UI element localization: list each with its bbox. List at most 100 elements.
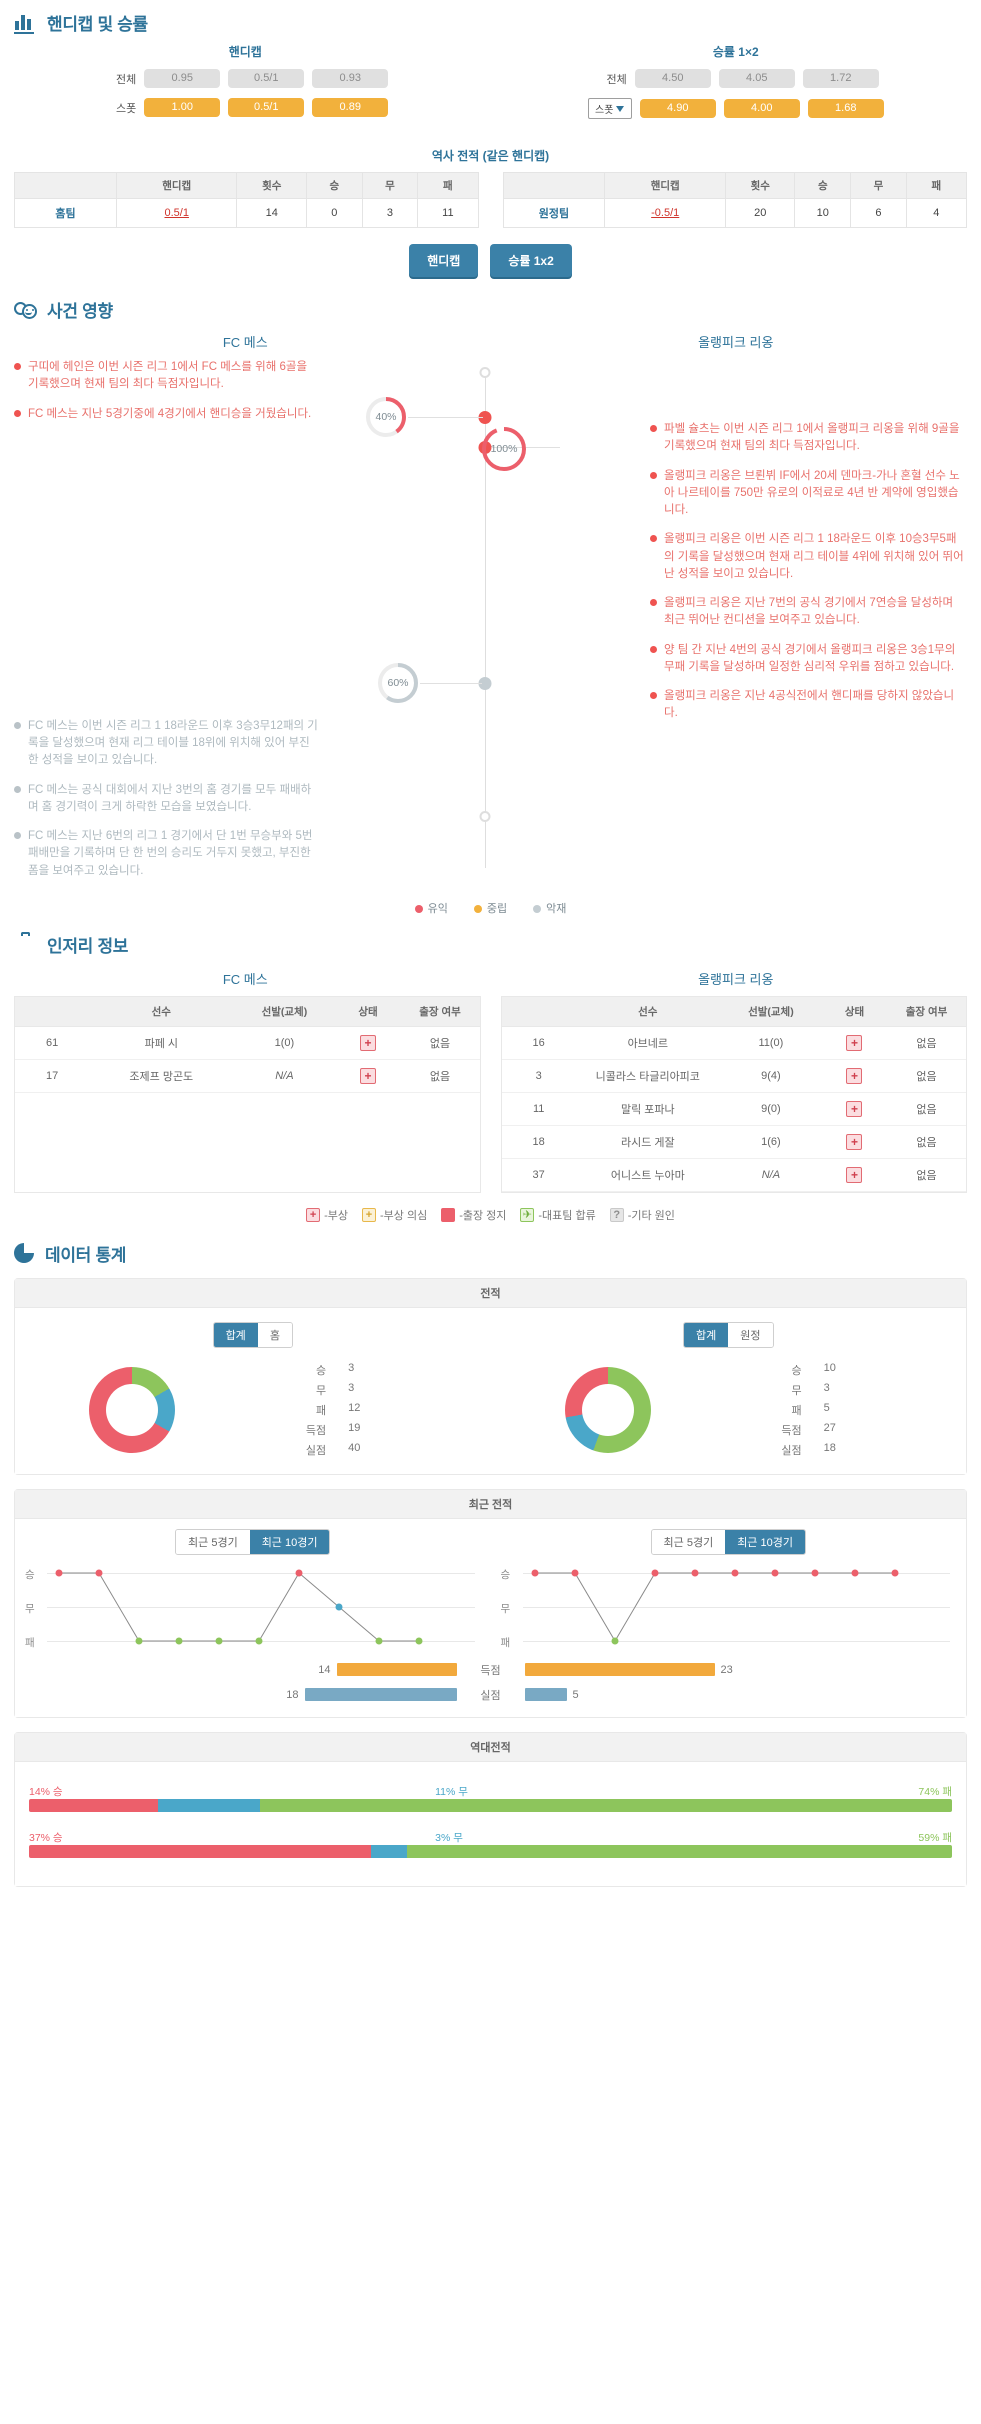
injury-icon: + bbox=[306, 1207, 321, 1222]
odds-cell[interactable]: 4.90 bbox=[639, 99, 716, 118]
h2h-loss-segment bbox=[407, 1844, 952, 1858]
h2h-loss-label: 59% 패 bbox=[918, 1831, 952, 1844]
handicap-value[interactable]: -0.5/1 bbox=[604, 198, 726, 228]
goals-bar-row: 14 득점 23 bbox=[15, 1662, 966, 1678]
y-label-draw: 무 bbox=[500, 1602, 511, 1615]
bookmaker-select[interactable]: 스폿 bbox=[587, 98, 632, 119]
table-header-row: 선수 선발(교체) 상태 출장 여부 bbox=[15, 996, 480, 1027]
odds-cell[interactable]: 0.5/1 bbox=[228, 98, 305, 117]
legend-label: 중립 bbox=[486, 902, 508, 915]
odds-cell[interactable]: 4.50 bbox=[634, 69, 711, 88]
h2h-win-segment bbox=[29, 1844, 371, 1858]
h2h-win-segment bbox=[29, 1798, 159, 1812]
event-body: 구띠에 헤인은 이번 시즌 리그 1에서 FC 메스를 위해 6골을 기록했으며… bbox=[0, 359, 981, 892]
bullet-dot-icon bbox=[14, 363, 21, 370]
stat-row-goals: 득점 19 bbox=[296, 1420, 416, 1440]
chevron-down-icon bbox=[616, 105, 625, 112]
filler-cell bbox=[15, 1092, 480, 1120]
draw-value: 3 bbox=[361, 198, 419, 228]
player-status: + bbox=[821, 1059, 887, 1093]
timeline-node-bottom bbox=[479, 811, 491, 822]
player-apps: N/A bbox=[233, 1059, 336, 1093]
win-value: 10 bbox=[794, 198, 852, 228]
player-available: 없음 bbox=[887, 1092, 966, 1126]
h2h-win-label: 37% 승 bbox=[29, 1831, 63, 1844]
odds-cell[interactable]: 1.00 bbox=[144, 98, 221, 117]
toggle-total[interactable]: 합계 bbox=[684, 1322, 729, 1347]
player-apps: 9(0) bbox=[719, 1092, 822, 1126]
player-available: 없음 bbox=[887, 1059, 966, 1093]
odds-cell[interactable]: 0.93 bbox=[312, 69, 389, 88]
injury-section-title: 인저리 정보 bbox=[47, 936, 129, 956]
stats-section-title: 데이터 통계 bbox=[45, 1245, 127, 1265]
away-recent-toggle[interactable]: 최근 5경기 최근 10경기 bbox=[650, 1528, 806, 1555]
toggle-home[interactable]: 홈 bbox=[257, 1322, 292, 1347]
h2h-draw-label: 11% 무 bbox=[435, 1785, 468, 1798]
gridline-draw bbox=[47, 1606, 475, 1608]
table-row: 61 파페 시 1(0) + 없음 bbox=[15, 1026, 480, 1060]
odds-cell[interactable]: 4.00 bbox=[723, 99, 800, 118]
stat-value: 12 bbox=[348, 1401, 361, 1414]
odds-cell[interactable]: 1.72 bbox=[802, 69, 879, 88]
form-point bbox=[215, 1637, 223, 1645]
legend-item-injury: + -부상 bbox=[306, 1207, 348, 1223]
home-conceded-value: 18 bbox=[286, 1688, 299, 1701]
home-record-toggle[interactable]: 합계 홈 bbox=[212, 1321, 293, 1348]
toggle-last5[interactable]: 최근 5경기 bbox=[176, 1529, 250, 1554]
away-goals-bar-wrap: 23 bbox=[524, 1663, 825, 1677]
injury-away-table: 선수 선발(교체) 상태 출장 여부 16 아브네르 11(0) + 없음 3 … bbox=[501, 996, 966, 1192]
form-point bbox=[691, 1569, 698, 1577]
toggle-last10[interactable]: 최근 10경기 bbox=[249, 1529, 330, 1554]
handicap-button[interactable]: 핸디캡 bbox=[409, 244, 479, 277]
form-point bbox=[415, 1637, 423, 1645]
legend-label: -부상 의심 bbox=[379, 1209, 428, 1222]
bullet-text: 양 팀 간 지난 4번의 공식 경기에서 올랭피크 리옹은 3승1무의 무패 기… bbox=[664, 643, 956, 673]
suspected-injury-icon: + bbox=[361, 1207, 376, 1222]
timeline-node-red-1 bbox=[478, 411, 492, 424]
player-number: 17 bbox=[15, 1059, 90, 1093]
home-bottom-influence-percent: 60% bbox=[387, 677, 409, 689]
y-label-win: 승 bbox=[500, 1568, 511, 1581]
stat-label: 패 bbox=[316, 1404, 327, 1417]
recent-toggles-row: 최근 5경기 최근 10경기 최근 5경기 최근 10경기 bbox=[15, 1528, 966, 1555]
home-recent-toggle[interactable]: 최근 5경기 최근 10경기 bbox=[175, 1528, 331, 1555]
toggle-total[interactable]: 합계 bbox=[213, 1322, 258, 1347]
toggle-last10[interactable]: 최근 10경기 bbox=[725, 1529, 805, 1554]
injury-badge-icon: + bbox=[846, 1034, 863, 1051]
player-status: + bbox=[821, 1092, 887, 1126]
col-count: 횟수 bbox=[724, 172, 796, 199]
table-row: 원정팀 -0.5/1 20 10 6 4 bbox=[502, 198, 968, 228]
form-point bbox=[335, 1603, 343, 1611]
odds-cell[interactable]: 0.95 bbox=[144, 69, 221, 88]
handicap-value[interactable]: 0.5/1 bbox=[115, 198, 238, 228]
odds-cell[interactable]: 1.68 bbox=[807, 99, 884, 118]
table-row: 홈팀 0.5/1 14 0 3 11 bbox=[14, 198, 479, 228]
stat-label: 실점 bbox=[781, 1444, 802, 1457]
away-influence-percent: 100% bbox=[490, 443, 518, 455]
home-conceded-bar-wrap: 18 bbox=[157, 1688, 457, 1702]
away-toggle-row: 합계 원정 bbox=[491, 1318, 967, 1360]
h2h-win-label: 14% 승 bbox=[29, 1785, 63, 1798]
player-apps: 1(0) bbox=[233, 1026, 336, 1060]
odds-cell[interactable]: 4.05 bbox=[718, 69, 795, 88]
event-section-title: 사건 영향 bbox=[47, 302, 113, 321]
handicap-link[interactable]: -0.5/1 bbox=[651, 207, 680, 219]
suspension-icon bbox=[441, 1207, 456, 1222]
h2h-draw-segment bbox=[158, 1798, 260, 1812]
toggle-away[interactable]: 원정 bbox=[728, 1322, 773, 1347]
away-record-donut bbox=[564, 1366, 651, 1453]
winrate-button[interactable]: 승률 1x2 bbox=[490, 244, 572, 277]
stat-label: 패 bbox=[791, 1404, 802, 1417]
count-value: 20 bbox=[724, 198, 796, 228]
event-home-column: 구띠에 헤인은 이번 시즌 리그 1에서 FC 메스를 위해 6골을 기록했으며… bbox=[0, 359, 320, 892]
handicap-link[interactable]: 0.5/1 bbox=[164, 207, 189, 219]
form-point bbox=[295, 1569, 303, 1577]
toggle-last5[interactable]: 최근 5경기 bbox=[651, 1529, 726, 1554]
away-record-toggle[interactable]: 합계 원정 bbox=[683, 1321, 774, 1348]
legend-label: -대표팀 합류 bbox=[538, 1209, 596, 1222]
col-apps: 선발(교체) bbox=[719, 996, 822, 1027]
odds-cell[interactable]: 0.5/1 bbox=[228, 69, 305, 88]
odds-cell[interactable]: 0.89 bbox=[312, 98, 389, 117]
gridline-loss bbox=[522, 1640, 950, 1642]
bullet-text: FC 메스는 지난 6번의 리그 1 경기에서 단 1번 무승부와 5번 패배만… bbox=[28, 830, 313, 877]
